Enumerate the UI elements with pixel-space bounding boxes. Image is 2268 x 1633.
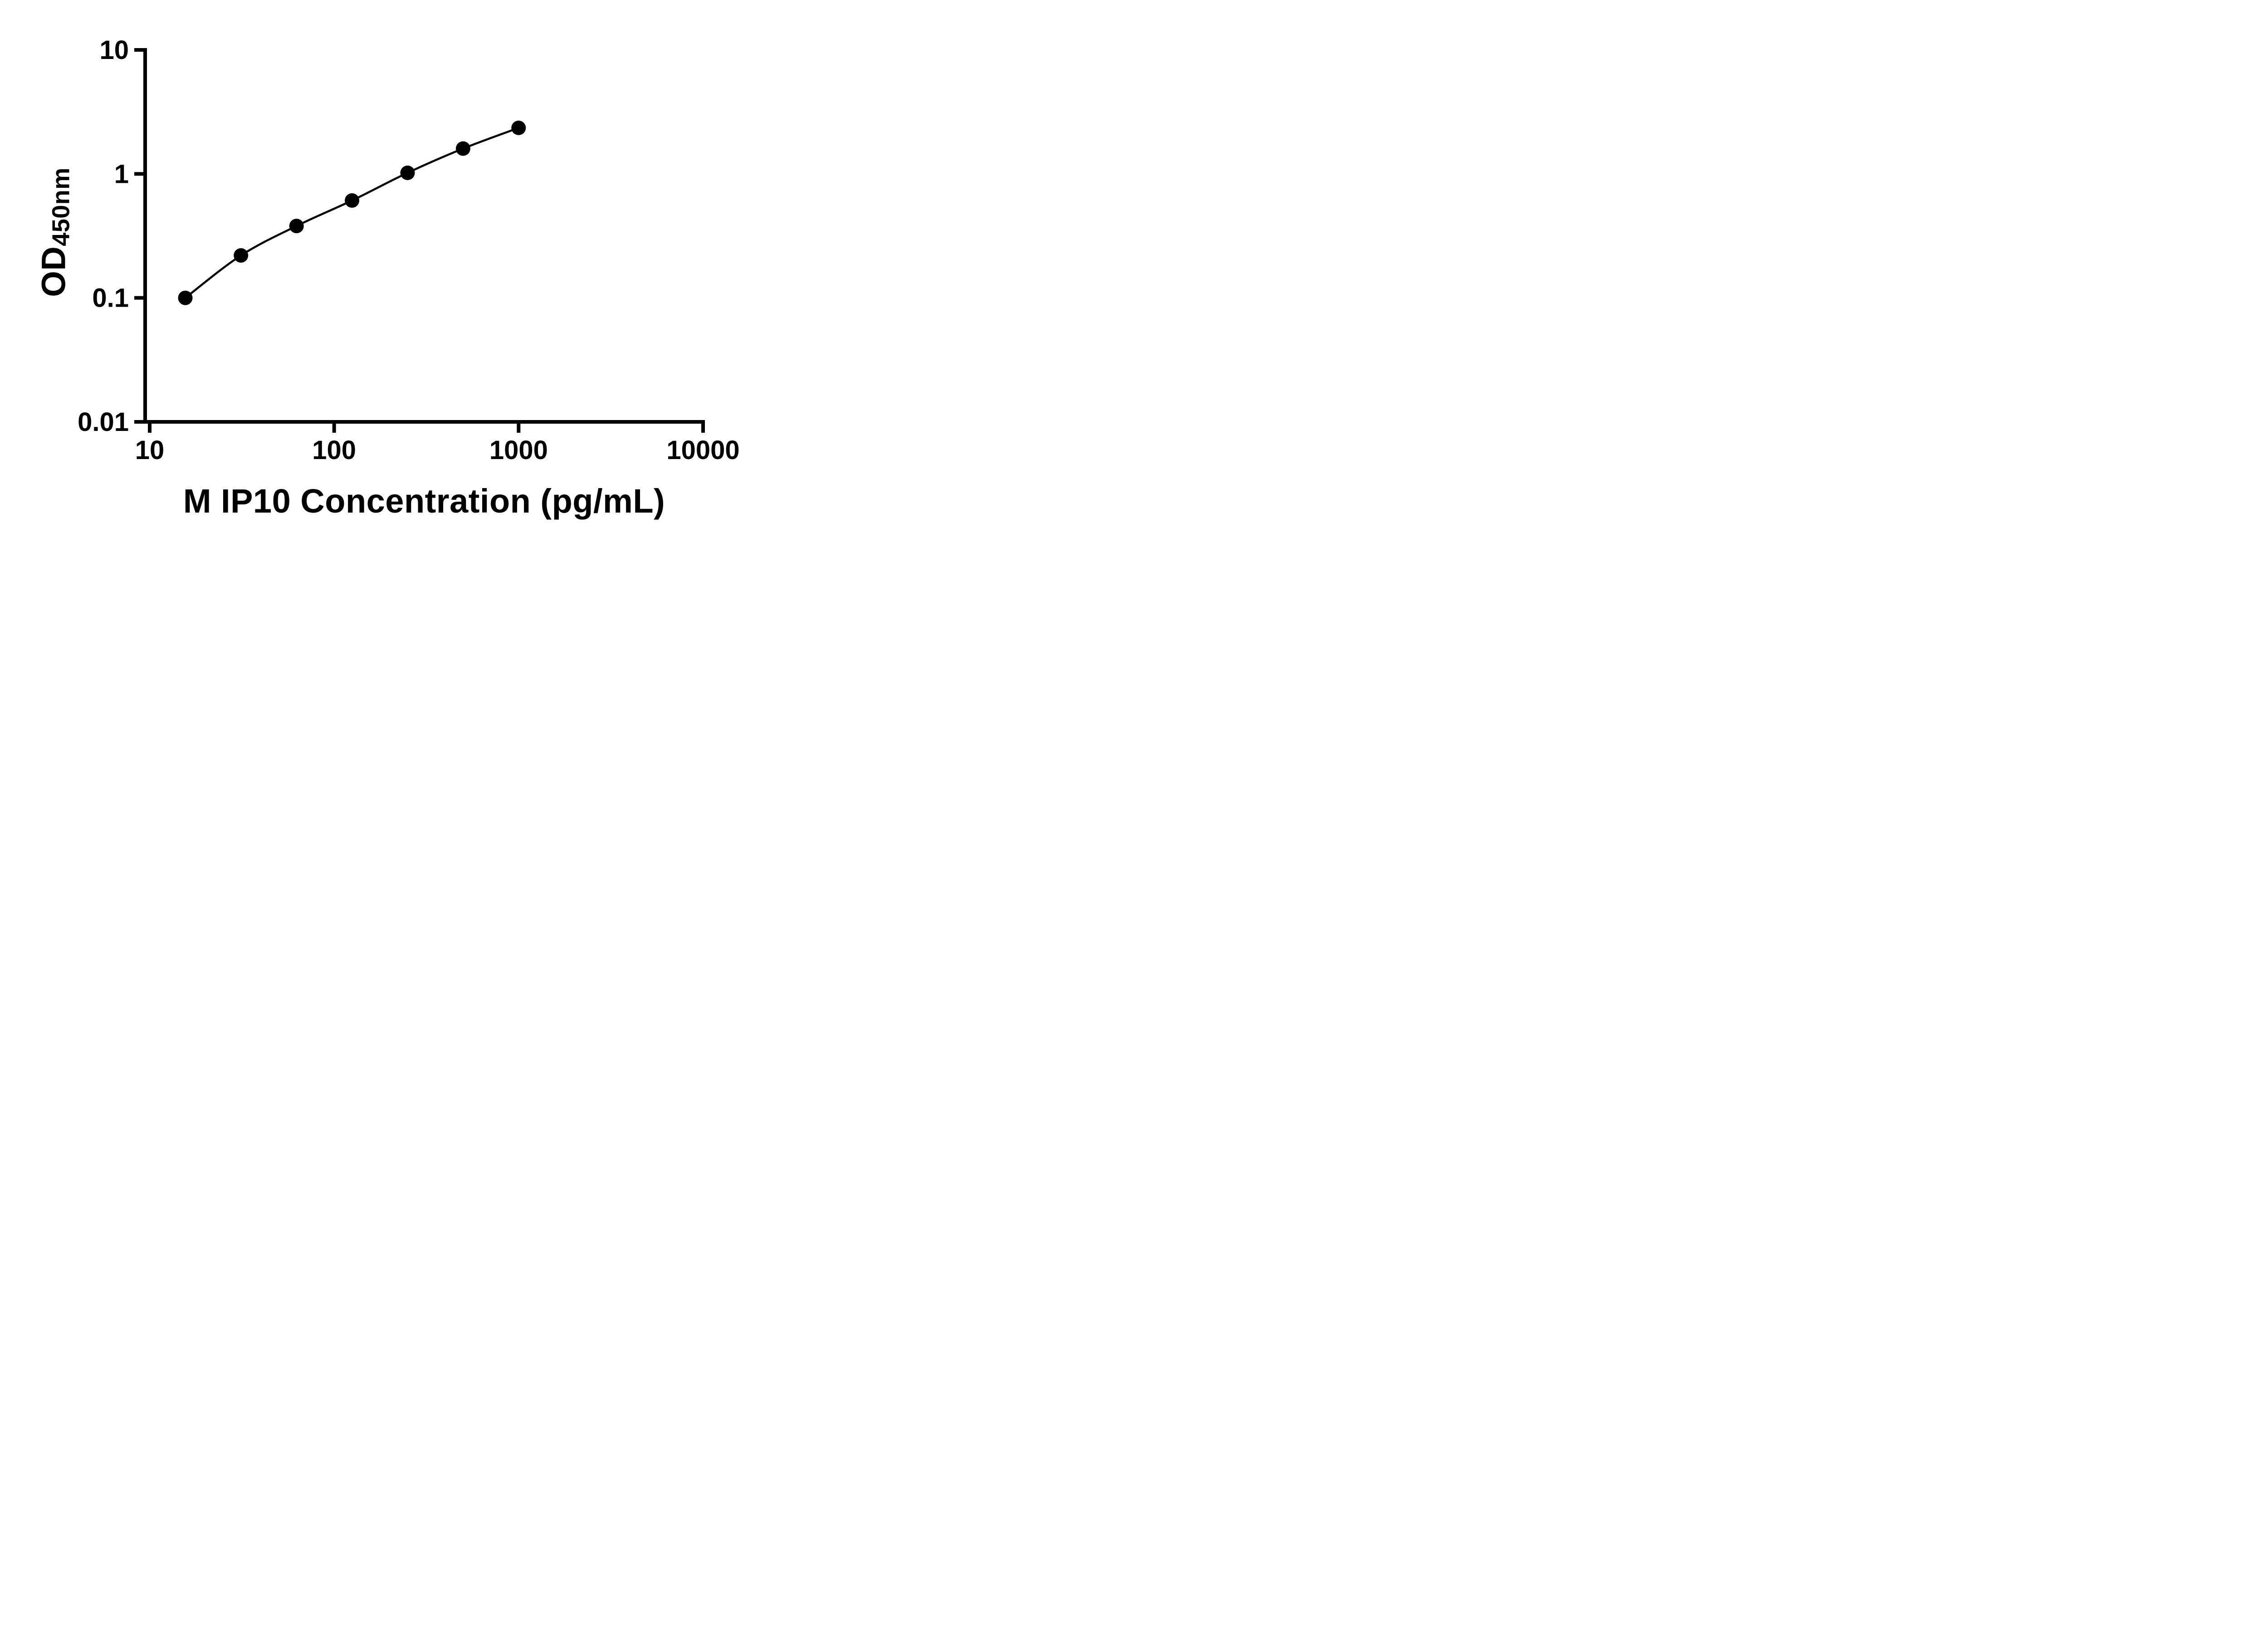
chart-canvas: 10 100 1000 10000 0.01 0.1 1 10 — [78, 35, 740, 465]
data-point-marker — [289, 219, 304, 234]
y-axis-label-subscript: 450nm — [47, 167, 75, 246]
x-tick-label: 100 — [312, 435, 356, 465]
x-tick-label: 1000 — [489, 435, 548, 465]
data-point-marker — [178, 290, 193, 305]
y-tick-label: 1 — [114, 159, 129, 189]
data-point-marker — [345, 193, 360, 208]
data-point-marker — [234, 248, 249, 263]
x-axis-label: M IP10 Concentration (pg/mL) — [183, 482, 665, 520]
y-tick-label: 0.01 — [78, 407, 129, 437]
x-tick-label: 10 — [135, 435, 165, 465]
y-tick-label: 0.1 — [92, 284, 129, 313]
data-point-marker — [455, 141, 470, 156]
axes-lines — [143, 48, 705, 424]
y-tick-label: 10 — [99, 35, 129, 65]
standard-curve-line — [185, 127, 519, 299]
y-axis-label: OD450nm — [34, 167, 75, 297]
elisa-standard-curve-figure: 10 100 1000 10000 0.01 0.1 1 10 OD450nm M IP10 … — [0, 0, 776, 544]
x-tick-label: 10000 — [666, 435, 739, 465]
data-point-marker — [400, 166, 415, 180]
data-point-marker — [511, 120, 526, 135]
y-axis-label-main: OD — [34, 246, 73, 297]
